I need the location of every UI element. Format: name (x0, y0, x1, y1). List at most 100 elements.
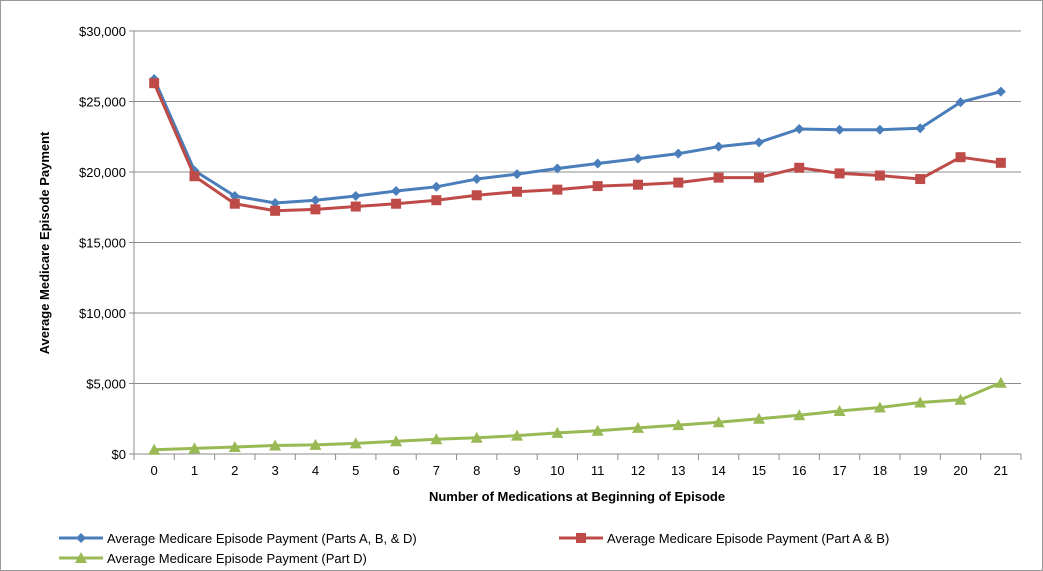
y-tick-label: $0 (112, 447, 126, 462)
data-point (431, 195, 442, 206)
x-tick-label: 5 (352, 463, 359, 478)
data-point (592, 158, 603, 169)
data-point (632, 179, 643, 190)
y-tick-label: $25,000 (79, 95, 126, 110)
y-tick-label: $15,000 (79, 236, 126, 251)
data-point (349, 437, 362, 449)
data-point (471, 174, 482, 185)
x-tick-label: 0 (151, 463, 158, 478)
x-tick-label: 21 (994, 463, 1008, 478)
legend-item-2: Average Medicare Episode Payment (Part A… (559, 531, 889, 546)
data-point (753, 172, 764, 183)
x-tick-label: 15 (752, 463, 766, 478)
data-point (915, 174, 926, 185)
data-point (390, 435, 403, 447)
data-point (431, 181, 442, 192)
legend-item-3: Average Medicare Episode Payment (Part D… (59, 551, 367, 566)
data-point (270, 198, 281, 209)
x-tick-label: 7 (433, 463, 440, 478)
y-tick-label: $5,000 (86, 377, 126, 392)
data-point (994, 376, 1007, 388)
data-point (794, 123, 805, 134)
data-point (310, 195, 321, 206)
y-tick-label: $10,000 (79, 306, 126, 321)
data-point (955, 97, 966, 108)
data-point (995, 157, 1006, 168)
x-tick-label: 20 (953, 463, 967, 478)
x-tick-label: 6 (392, 463, 399, 478)
series-line (154, 381, 1002, 452)
x-tick-label: 16 (792, 463, 806, 478)
data-point (229, 198, 240, 209)
data-point (995, 86, 1006, 97)
data-point (713, 141, 724, 152)
data-point (148, 443, 161, 455)
x-tick-label: 18 (873, 463, 887, 478)
x-tick-label: 2 (231, 463, 238, 478)
data-point (551, 426, 564, 438)
data-point (753, 137, 764, 148)
legend-label: Average Medicare Episode Payment (Part D… (107, 551, 367, 566)
data-point (752, 412, 765, 424)
data-point (188, 442, 201, 454)
data-point (833, 404, 846, 416)
x-tick-label: 12 (631, 463, 645, 478)
data-point (512, 169, 523, 180)
x-tick-label: 14 (711, 463, 725, 478)
data-point (591, 424, 604, 436)
data-point (673, 177, 684, 188)
data-point (350, 201, 361, 212)
data-point (712, 416, 725, 428)
data-point (189, 171, 200, 182)
data-point (228, 440, 241, 452)
x-tick-label: 4 (312, 463, 319, 478)
y-axis-title: Average Medicare Episode Payment (37, 131, 52, 354)
data-point (309, 438, 322, 450)
data-point (834, 124, 845, 135)
data-point (430, 433, 443, 445)
series-group (148, 73, 1007, 455)
data-point (552, 184, 563, 195)
legend-label: Average Medicare Episode Payment (Part A… (607, 531, 889, 546)
series-1 (149, 73, 1006, 209)
x-tick-label: 13 (671, 463, 685, 478)
data-point (391, 198, 402, 209)
data-point (915, 123, 926, 134)
data-point (350, 190, 361, 201)
data-point (873, 401, 886, 413)
y-tick-label: $20,000 (79, 165, 126, 180)
data-point (794, 162, 805, 173)
data-point (914, 396, 927, 408)
grid-lines (134, 30, 1021, 384)
legend-marker (76, 533, 86, 543)
data-point (391, 186, 402, 197)
data-point (552, 163, 563, 174)
legend-item-1: Average Medicare Episode Payment (Parts … (59, 531, 417, 546)
data-point (149, 78, 160, 89)
x-tick-label: 10 (550, 463, 564, 478)
x-tick-label: 11 (591, 463, 605, 478)
data-point (632, 153, 643, 164)
x-tick-label: 17 (832, 463, 846, 478)
data-point (631, 421, 644, 433)
data-point (471, 190, 482, 201)
data-point (270, 205, 281, 216)
data-point (874, 124, 885, 135)
legend-marker (576, 533, 586, 543)
series-3 (148, 376, 1007, 455)
data-point (954, 393, 967, 405)
data-point (874, 170, 885, 181)
y-tick-label: $30,000 (79, 24, 126, 39)
data-point (955, 152, 966, 163)
series-2 (149, 78, 1006, 216)
series-line (152, 78, 1002, 205)
x-tick-label: 8 (473, 463, 480, 478)
data-point (673, 148, 684, 159)
data-point (229, 190, 240, 201)
data-point (470, 431, 483, 443)
data-point (511, 429, 524, 441)
data-point (269, 439, 282, 451)
data-point (713, 172, 724, 183)
